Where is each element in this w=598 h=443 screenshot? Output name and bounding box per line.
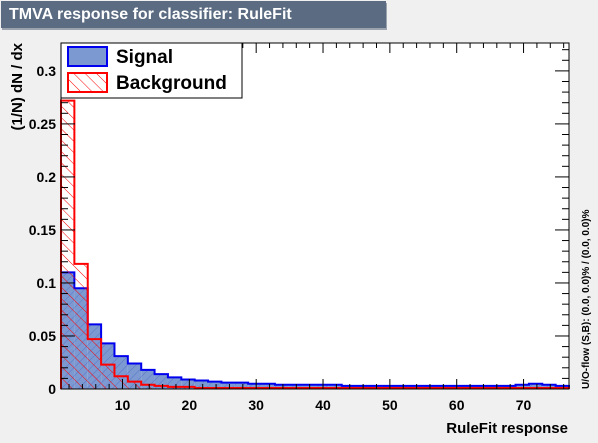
x-tick-label: 30 bbox=[248, 397, 264, 413]
signal-bar-hatch bbox=[315, 384, 329, 389]
signal-bar-hatch bbox=[261, 383, 275, 389]
background-bar bbox=[167, 386, 182, 389]
x-axis-title: RuleFit response bbox=[446, 420, 568, 437]
y-tick-label: 0 bbox=[48, 381, 56, 397]
background-bar bbox=[154, 385, 168, 389]
y-tick-label: 0.2 bbox=[37, 169, 57, 185]
legend: Signal Background bbox=[60, 42, 243, 99]
signal-outline bbox=[60, 271, 570, 389]
signal-bar-hatch bbox=[248, 383, 262, 389]
x-tick-label: 10 bbox=[115, 397, 131, 413]
x-tick-label: 40 bbox=[315, 397, 331, 413]
chart-title: TMVA response for classifier: RuleFit bbox=[1, 1, 386, 28]
background-bar bbox=[141, 384, 155, 389]
signal-bar-hatch bbox=[181, 379, 195, 389]
y-tick-label: 0.05 bbox=[29, 328, 56, 344]
background-bar bbox=[101, 364, 115, 389]
signal-bar-hatch bbox=[528, 383, 543, 389]
signal-bar-hatch bbox=[194, 380, 209, 389]
legend-background-swatch bbox=[67, 72, 108, 93]
background-bar bbox=[61, 100, 75, 389]
y-axis-title: (1/N) dN / dx bbox=[9, 42, 26, 130]
signal-bar-hatch bbox=[542, 384, 556, 389]
y-tick-label: 0.3 bbox=[37, 63, 57, 79]
x-tick-label: 20 bbox=[182, 397, 198, 413]
signal-bar-hatch bbox=[288, 384, 302, 389]
plot-frame bbox=[60, 42, 570, 390]
signal-bar-hatch bbox=[515, 384, 529, 389]
background-bar bbox=[87, 339, 102, 389]
legend-signal-swatch bbox=[67, 46, 108, 67]
background-bar bbox=[127, 381, 142, 389]
y-tick-label: 0.15 bbox=[29, 222, 56, 238]
signal-bar-hatch bbox=[167, 377, 182, 389]
legend-background-label: Background bbox=[116, 73, 227, 94]
x-tick-label: 70 bbox=[516, 397, 532, 413]
y-tick-label: 0.25 bbox=[29, 116, 56, 132]
x-tick-label: 50 bbox=[382, 397, 398, 413]
background-series bbox=[60, 99, 570, 389]
x-tick-label: 60 bbox=[449, 397, 465, 413]
overflow-note: U/O-flow (S,B): (0.0, 0.0)% / (0.0, 0.0)… bbox=[581, 209, 592, 389]
plot-area bbox=[61, 43, 569, 389]
y-tick-label: 0.1 bbox=[37, 275, 57, 291]
signal-bar-hatch bbox=[234, 382, 249, 389]
legend-signal-label: Signal bbox=[116, 47, 173, 68]
background-bar bbox=[181, 386, 195, 389]
signal-bar-hatch bbox=[274, 384, 289, 389]
signal-bar-hatch bbox=[301, 384, 315, 389]
background-bar bbox=[74, 263, 88, 389]
background-outline bbox=[60, 99, 570, 389]
signal-bar-hatch bbox=[208, 381, 222, 389]
background-bar bbox=[114, 376, 128, 389]
signal-bar-hatch bbox=[221, 382, 235, 389]
signal-bar-hatch bbox=[328, 384, 342, 389]
